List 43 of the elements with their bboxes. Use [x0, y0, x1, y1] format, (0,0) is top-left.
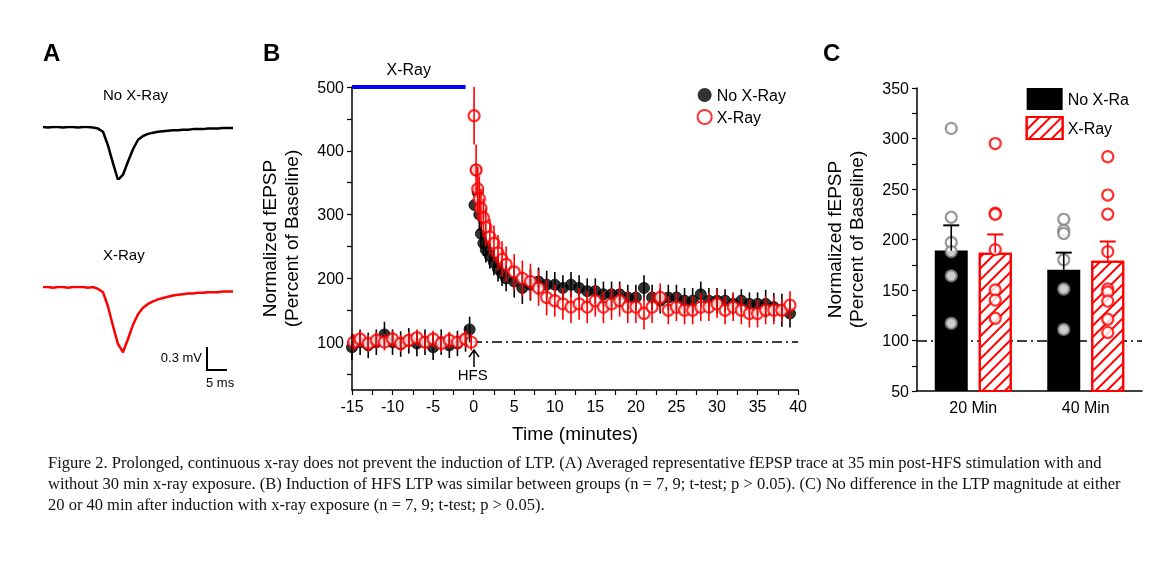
- legend-label: X-Ray: [716, 108, 762, 126]
- chart-title: B: [263, 38, 281, 66]
- x-tick-label: 30: [708, 397, 726, 415]
- x-tick-label: 10: [545, 397, 564, 415]
- x-tick-label: 40: [789, 397, 808, 415]
- x-tick-label: 5: [509, 397, 519, 415]
- legend-label: X-Ray: [1067, 119, 1113, 137]
- y-tick-label: 50: [891, 382, 910, 400]
- x-tick-label: 15: [586, 397, 605, 415]
- y-tick-label: 500: [317, 78, 345, 96]
- y-tick-label: 150: [882, 281, 910, 299]
- chart-title: A: [43, 38, 61, 66]
- x-tick-label: -10: [380, 397, 405, 415]
- y-tick-label: 300: [882, 130, 910, 147]
- x-tick-label: 25: [667, 397, 686, 415]
- chart-title: C: [823, 38, 841, 66]
- x-tick-label: 40 Min: [1061, 398, 1110, 416]
- y-tick-label: 250: [882, 180, 910, 198]
- annotation: 0.3 mV: [160, 350, 202, 365]
- y-tick-label: 300: [317, 206, 345, 224]
- legend-label: No X-Ra: [1067, 90, 1130, 108]
- annotation: HFS: [457, 366, 488, 384]
- x-tick-label: 35: [748, 397, 767, 415]
- x-tick-label: 20 Min: [949, 398, 998, 416]
- y-tick-label: 400: [317, 142, 345, 160]
- x-tick-label: 20: [626, 397, 645, 415]
- y-tick-label: 200: [882, 231, 910, 248]
- text: 5 ms: [206, 375, 235, 390]
- y-tick-label: 200: [317, 269, 345, 287]
- x-axis-title: Time (minutes): [512, 422, 639, 444]
- caption: Figure 2. Prolonged, continuous x-ray does not prevent the induction of LTP. (A) Averaged representative fEPSP trace at 35 min post-HFS stimulation with and without 30 min x-ray exposure. (B) Induction of HFS LTP was similar between groups (n = 7, 9; t-test; p > 0.05). (C) No difference in the LTP magnitude at either 20 or 40 min after induction with x-ray exposure (n = 7, 9; t-test; p > 0.05).: [48, 452, 1122, 515]
- series-label: No X-Ray: [103, 86, 169, 103]
- x-tick-label: 0: [469, 397, 479, 415]
- x-tick-label: -5: [425, 397, 441, 415]
- legend-label: No X-Ray: [716, 86, 787, 104]
- y-tick-label: 100: [317, 333, 345, 351]
- y-axis-title: Normalized fEPSP (Percent of Baseline): [823, 150, 867, 329]
- series-label: X-Ray: [103, 246, 146, 263]
- y-tick-label: 350: [882, 79, 910, 97]
- y-axis-title: Normalized fEPSP (Percent of Baseline): [258, 149, 302, 328]
- series-label: X-Ray: [386, 61, 431, 79]
- x-tick-label: -15: [340, 397, 364, 415]
- y-tick-label: 100: [882, 332, 910, 349]
